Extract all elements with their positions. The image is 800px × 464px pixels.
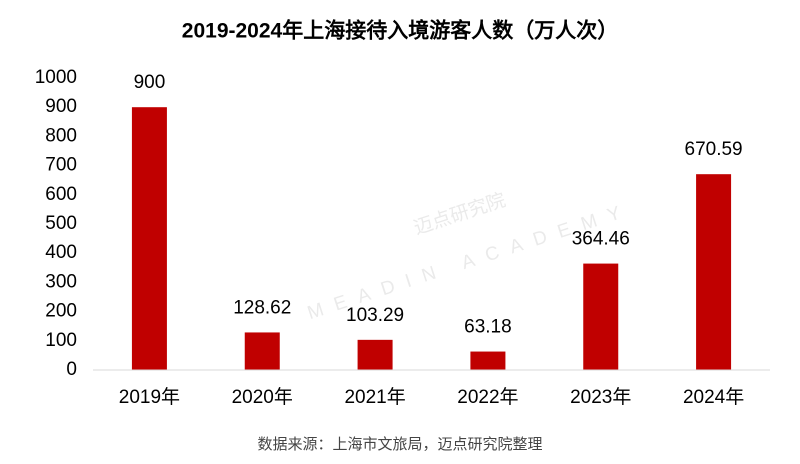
x-tick-label: 2021年	[344, 386, 405, 408]
value-label: 900	[134, 72, 166, 93]
value-label: 364.46	[572, 229, 630, 250]
y-tick-label: 200	[45, 301, 77, 322]
x-tick-label: 2024年	[683, 386, 744, 408]
bar	[131, 107, 167, 370]
y-tick-label: 0	[66, 359, 77, 380]
x-tick-label: 2022年	[457, 386, 518, 408]
y-tick-label: 800	[45, 125, 77, 146]
value-label: 63.18	[464, 317, 512, 338]
bar	[583, 263, 619, 370]
value-label: 103.29	[346, 305, 404, 326]
y-tick-label: 1000	[35, 67, 77, 88]
y-tick-label: 700	[45, 155, 77, 176]
y-tick-label: 300	[45, 271, 77, 292]
value-label: 670.59	[685, 139, 743, 160]
x-tick-label: 2019年	[119, 386, 180, 408]
source-note: 数据来源：上海市文旅局，迈点研究院整理	[257, 435, 542, 453]
y-tick-label: 400	[45, 242, 77, 263]
chart-title: 2019-2024年上海接待入境游客人数（万人次）	[182, 19, 618, 43]
x-tick-label: 2020年	[232, 386, 293, 408]
y-tick-label: 600	[45, 184, 77, 205]
y-tick-label: 900	[45, 96, 77, 117]
x-tick-label: 2023年	[570, 386, 631, 408]
bar	[470, 351, 506, 370]
watermark: 迈点研究院	[411, 189, 508, 239]
y-tick-label: 500	[45, 213, 77, 234]
y-tick-label: 100	[45, 330, 77, 351]
bar	[357, 339, 393, 370]
bar	[696, 174, 732, 370]
bar	[244, 332, 280, 370]
value-label: 128.62	[233, 297, 291, 318]
